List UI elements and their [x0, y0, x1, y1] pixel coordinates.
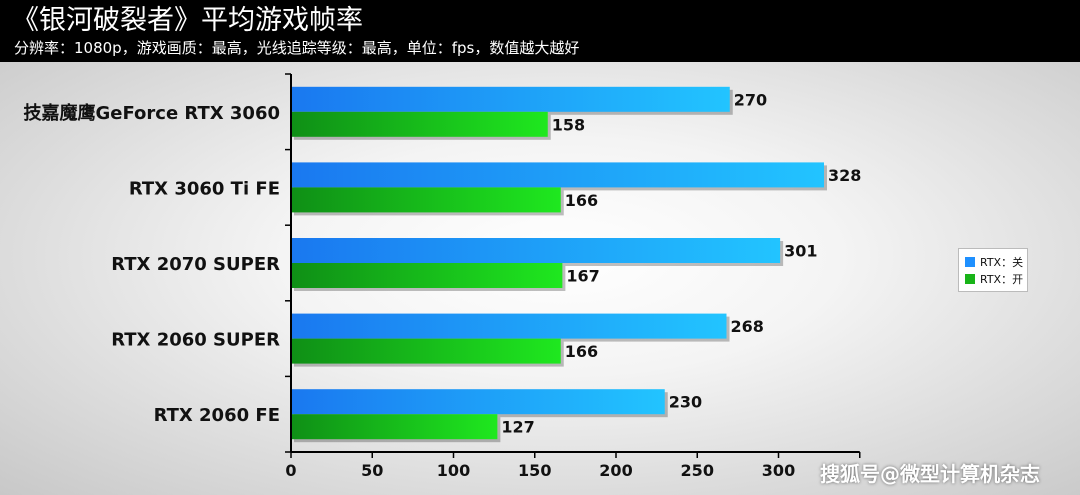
category-label: RTX 2060 SUPER — [111, 330, 280, 351]
bar — [291, 111, 548, 137]
x-tick-label: 100 — [437, 461, 470, 480]
data-label: 301 — [784, 242, 817, 261]
legend-swatch-rtx-on — [965, 274, 975, 284]
chart-subtitle: 分辨率：1080p，游戏画质：最高，光线追踪等级：最高，单位：fps，数值越大越… — [14, 39, 580, 57]
x-tick-label: 300 — [762, 461, 795, 480]
data-label: 127 — [501, 418, 534, 437]
data-label: 230 — [669, 393, 702, 412]
x-tick-label: 200 — [599, 461, 632, 480]
bar — [291, 238, 781, 263]
bar — [291, 313, 727, 339]
data-label: 268 — [731, 317, 764, 336]
legend-item-rtx-on: RTX：开 — [965, 273, 1023, 287]
category-label: RTX 2060 FE — [154, 405, 280, 426]
data-label: 166 — [565, 342, 598, 361]
legend-label-rtx-on: RTX：开 — [980, 273, 1024, 286]
x-tick-label: 50 — [361, 461, 383, 480]
legend-item-rtx-off: RTX：关 — [965, 256, 1023, 270]
chart-header: 《银河破裂者》平均游戏帧率 分辨率：1080p，游戏画质：最高，光线追踪等级：最… — [0, 0, 1080, 62]
data-label: 270 — [734, 90, 767, 109]
watermark: 搜狐号@微型计算机杂志 — [820, 462, 1040, 486]
bar — [291, 187, 561, 213]
chart-title: 《银河破裂者》平均游戏帧率 — [12, 5, 363, 36]
category-label: RTX 3060 Ti FE — [129, 178, 280, 199]
category-label: RTX 2070 SUPER — [111, 254, 280, 275]
category-label: 技嘉魔鹰GeForce RTX 3060 — [23, 102, 280, 124]
bar — [291, 338, 561, 364]
x-tick-label: 250 — [681, 461, 714, 480]
data-label: 158 — [552, 115, 585, 134]
bar — [291, 162, 824, 188]
bar — [291, 389, 665, 415]
data-label: 166 — [565, 191, 598, 210]
data-label: 167 — [566, 267, 599, 286]
bar — [291, 263, 563, 288]
legend-swatch-rtx-off — [965, 257, 975, 267]
legend-label-rtx-off: RTX：关 — [980, 256, 1024, 269]
x-tick-label: 0 — [285, 461, 296, 480]
bar — [291, 414, 498, 440]
data-label: 328 — [828, 166, 861, 185]
x-tick-label: 150 — [518, 461, 551, 480]
legend: RTX：关 RTX：开 — [958, 248, 1028, 292]
bar — [291, 86, 730, 112]
